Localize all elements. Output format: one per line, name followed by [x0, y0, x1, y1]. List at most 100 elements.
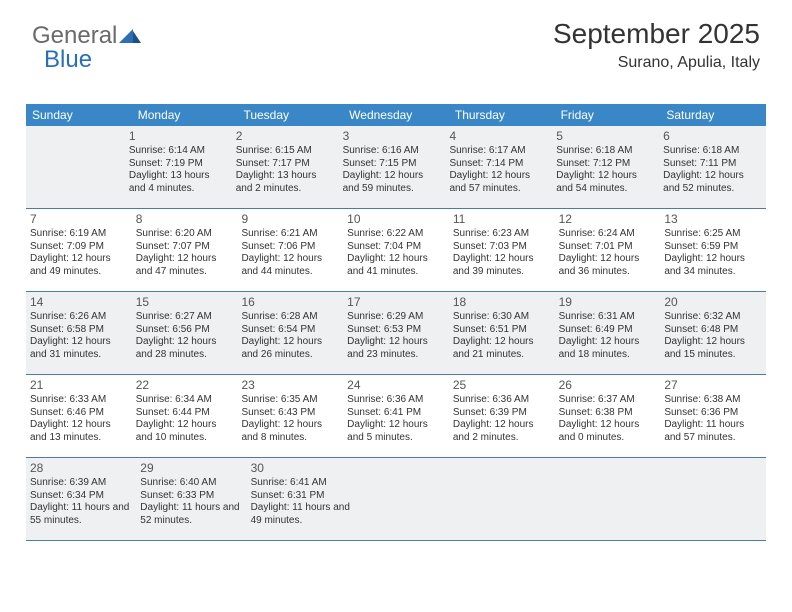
sunrise-text: Sunrise: 6:35 AM — [241, 394, 339, 407]
sunrise-text: Sunrise: 6:24 AM — [559, 228, 657, 241]
day-number: 3 — [343, 129, 442, 144]
day-cell: 3Sunrise: 6:16 AMSunset: 7:15 PMDaylight… — [339, 126, 446, 208]
daylight-text: Daylight: 12 hours and 34 minutes. — [664, 253, 762, 278]
daylight-text: Daylight: 12 hours and 2 minutes. — [453, 419, 551, 444]
day-cell: 18Sunrise: 6:30 AMSunset: 6:51 PMDayligh… — [449, 292, 555, 374]
sunset-text: Sunset: 6:39 PM — [453, 407, 551, 420]
day-cell: 28Sunrise: 6:39 AMSunset: 6:34 PMDayligh… — [26, 458, 136, 540]
day-number: 17 — [347, 295, 445, 310]
sunrise-text: Sunrise: 6:26 AM — [30, 311, 128, 324]
sunset-text: Sunset: 6:44 PM — [136, 407, 234, 420]
sunrise-text: Sunrise: 6:36 AM — [453, 394, 551, 407]
week-row: 14Sunrise: 6:26 AMSunset: 6:58 PMDayligh… — [26, 292, 766, 375]
day-cell: 2Sunrise: 6:15 AMSunset: 7:17 PMDaylight… — [232, 126, 339, 208]
day-cell: 24Sunrise: 6:36 AMSunset: 6:41 PMDayligh… — [343, 375, 449, 457]
day-number: 20 — [664, 295, 762, 310]
daylight-text: Daylight: 12 hours and 13 minutes. — [30, 419, 128, 444]
sunset-text: Sunset: 6:36 PM — [664, 407, 762, 420]
daylight-text: Daylight: 12 hours and 39 minutes. — [453, 253, 551, 278]
sunset-text: Sunset: 7:07 PM — [136, 241, 234, 254]
sunrise-text: Sunrise: 6:20 AM — [136, 228, 234, 241]
day-cell: 25Sunrise: 6:36 AMSunset: 6:39 PMDayligh… — [449, 375, 555, 457]
daylight-text: Daylight: 12 hours and 10 minutes. — [136, 419, 234, 444]
sunrise-text: Sunrise: 6:41 AM — [251, 477, 353, 490]
day-number: 12 — [559, 212, 657, 227]
sunrise-text: Sunrise: 6:39 AM — [30, 477, 132, 490]
sunrise-text: Sunrise: 6:18 AM — [556, 145, 655, 158]
day-header-row: Sunday Monday Tuesday Wednesday Thursday… — [26, 104, 766, 126]
sunrise-text: Sunrise: 6:17 AM — [449, 145, 548, 158]
sunset-text: Sunset: 6:59 PM — [664, 241, 762, 254]
day-number: 8 — [136, 212, 234, 227]
sunset-text: Sunset: 7:14 PM — [449, 158, 548, 171]
sunset-text: Sunset: 7:11 PM — [663, 158, 762, 171]
sunset-text: Sunset: 6:41 PM — [347, 407, 445, 420]
day-cell: 30Sunrise: 6:41 AMSunset: 6:31 PMDayligh… — [247, 458, 357, 540]
brand-mark-icon — [119, 22, 141, 50]
sunset-text: Sunset: 7:04 PM — [347, 241, 445, 254]
day-cell: 15Sunrise: 6:27 AMSunset: 6:56 PMDayligh… — [132, 292, 238, 374]
day-number: 30 — [251, 461, 353, 476]
sunrise-text: Sunrise: 6:33 AM — [30, 394, 128, 407]
day-number: 22 — [136, 378, 234, 393]
sunset-text: Sunset: 7:01 PM — [559, 241, 657, 254]
day-number: 9 — [241, 212, 339, 227]
daylight-text: Daylight: 12 hours and 26 minutes. — [241, 336, 339, 361]
sunset-text: Sunset: 6:34 PM — [30, 490, 132, 503]
day-number: 26 — [559, 378, 657, 393]
daylight-text: Daylight: 12 hours and 18 minutes. — [559, 336, 657, 361]
day-number: 18 — [453, 295, 551, 310]
sunrise-text: Sunrise: 6:36 AM — [347, 394, 445, 407]
day-number: 2 — [236, 129, 335, 144]
day-header: Thursday — [449, 104, 555, 126]
daylight-text: Daylight: 12 hours and 54 minutes. — [556, 170, 655, 195]
daylight-text: Daylight: 12 hours and 21 minutes. — [453, 336, 551, 361]
sunrise-text: Sunrise: 6:21 AM — [241, 228, 339, 241]
sunrise-text: Sunrise: 6:18 AM — [663, 145, 762, 158]
day-header: Friday — [555, 104, 661, 126]
daylight-text: Daylight: 12 hours and 8 minutes. — [241, 419, 339, 444]
sunset-text: Sunset: 6:46 PM — [30, 407, 128, 420]
day-cell: 5Sunrise: 6:18 AMSunset: 7:12 PMDaylight… — [552, 126, 659, 208]
day-cell: 26Sunrise: 6:37 AMSunset: 6:38 PMDayligh… — [555, 375, 661, 457]
day-header: Saturday — [660, 104, 766, 126]
sunrise-text: Sunrise: 6:38 AM — [664, 394, 762, 407]
daylight-text: Daylight: 12 hours and 57 minutes. — [449, 170, 548, 195]
week-row: 21Sunrise: 6:33 AMSunset: 6:46 PMDayligh… — [26, 375, 766, 458]
daylight-text: Daylight: 11 hours and 55 minutes. — [30, 502, 132, 527]
sunrise-text: Sunrise: 6:14 AM — [129, 145, 228, 158]
sunset-text: Sunset: 6:48 PM — [664, 324, 762, 337]
daylight-text: Daylight: 12 hours and 59 minutes. — [343, 170, 442, 195]
sunrise-text: Sunrise: 6:25 AM — [664, 228, 762, 241]
daylight-text: Daylight: 12 hours and 52 minutes. — [663, 170, 762, 195]
calendar: Sunday Monday Tuesday Wednesday Thursday… — [26, 104, 766, 541]
daylight-text: Daylight: 11 hours and 49 minutes. — [251, 502, 353, 527]
day-cell: 13Sunrise: 6:25 AMSunset: 6:59 PMDayligh… — [660, 209, 766, 291]
day-cell: 10Sunrise: 6:22 AMSunset: 7:04 PMDayligh… — [343, 209, 449, 291]
daylight-text: Daylight: 12 hours and 49 minutes. — [30, 253, 128, 278]
sunrise-text: Sunrise: 6:16 AM — [343, 145, 442, 158]
daylight-text: Daylight: 12 hours and 0 minutes. — [559, 419, 657, 444]
daylight-text: Daylight: 12 hours and 36 minutes. — [559, 253, 657, 278]
sunset-text: Sunset: 6:53 PM — [347, 324, 445, 337]
empty-cell — [561, 458, 663, 540]
daylight-text: Daylight: 11 hours and 52 minutes. — [140, 502, 242, 527]
sunrise-text: Sunrise: 6:29 AM — [347, 311, 445, 324]
day-number: 28 — [30, 461, 132, 476]
sunrise-text: Sunrise: 6:22 AM — [347, 228, 445, 241]
day-number: 24 — [347, 378, 445, 393]
sunset-text: Sunset: 7:12 PM — [556, 158, 655, 171]
sunset-text: Sunset: 7:17 PM — [236, 158, 335, 171]
daylight-text: Daylight: 12 hours and 44 minutes. — [241, 253, 339, 278]
day-cell: 11Sunrise: 6:23 AMSunset: 7:03 PMDayligh… — [449, 209, 555, 291]
day-number: 13 — [664, 212, 762, 227]
daylight-text: Daylight: 12 hours and 23 minutes. — [347, 336, 445, 361]
day-cell: 22Sunrise: 6:34 AMSunset: 6:44 PMDayligh… — [132, 375, 238, 457]
day-cell: 12Sunrise: 6:24 AMSunset: 7:01 PMDayligh… — [555, 209, 661, 291]
daylight-text: Daylight: 12 hours and 47 minutes. — [136, 253, 234, 278]
day-cell: 27Sunrise: 6:38 AMSunset: 6:36 PMDayligh… — [660, 375, 766, 457]
daylight-text: Daylight: 12 hours and 41 minutes. — [347, 253, 445, 278]
sunset-text: Sunset: 6:54 PM — [241, 324, 339, 337]
day-number: 25 — [453, 378, 551, 393]
day-number: 27 — [664, 378, 762, 393]
